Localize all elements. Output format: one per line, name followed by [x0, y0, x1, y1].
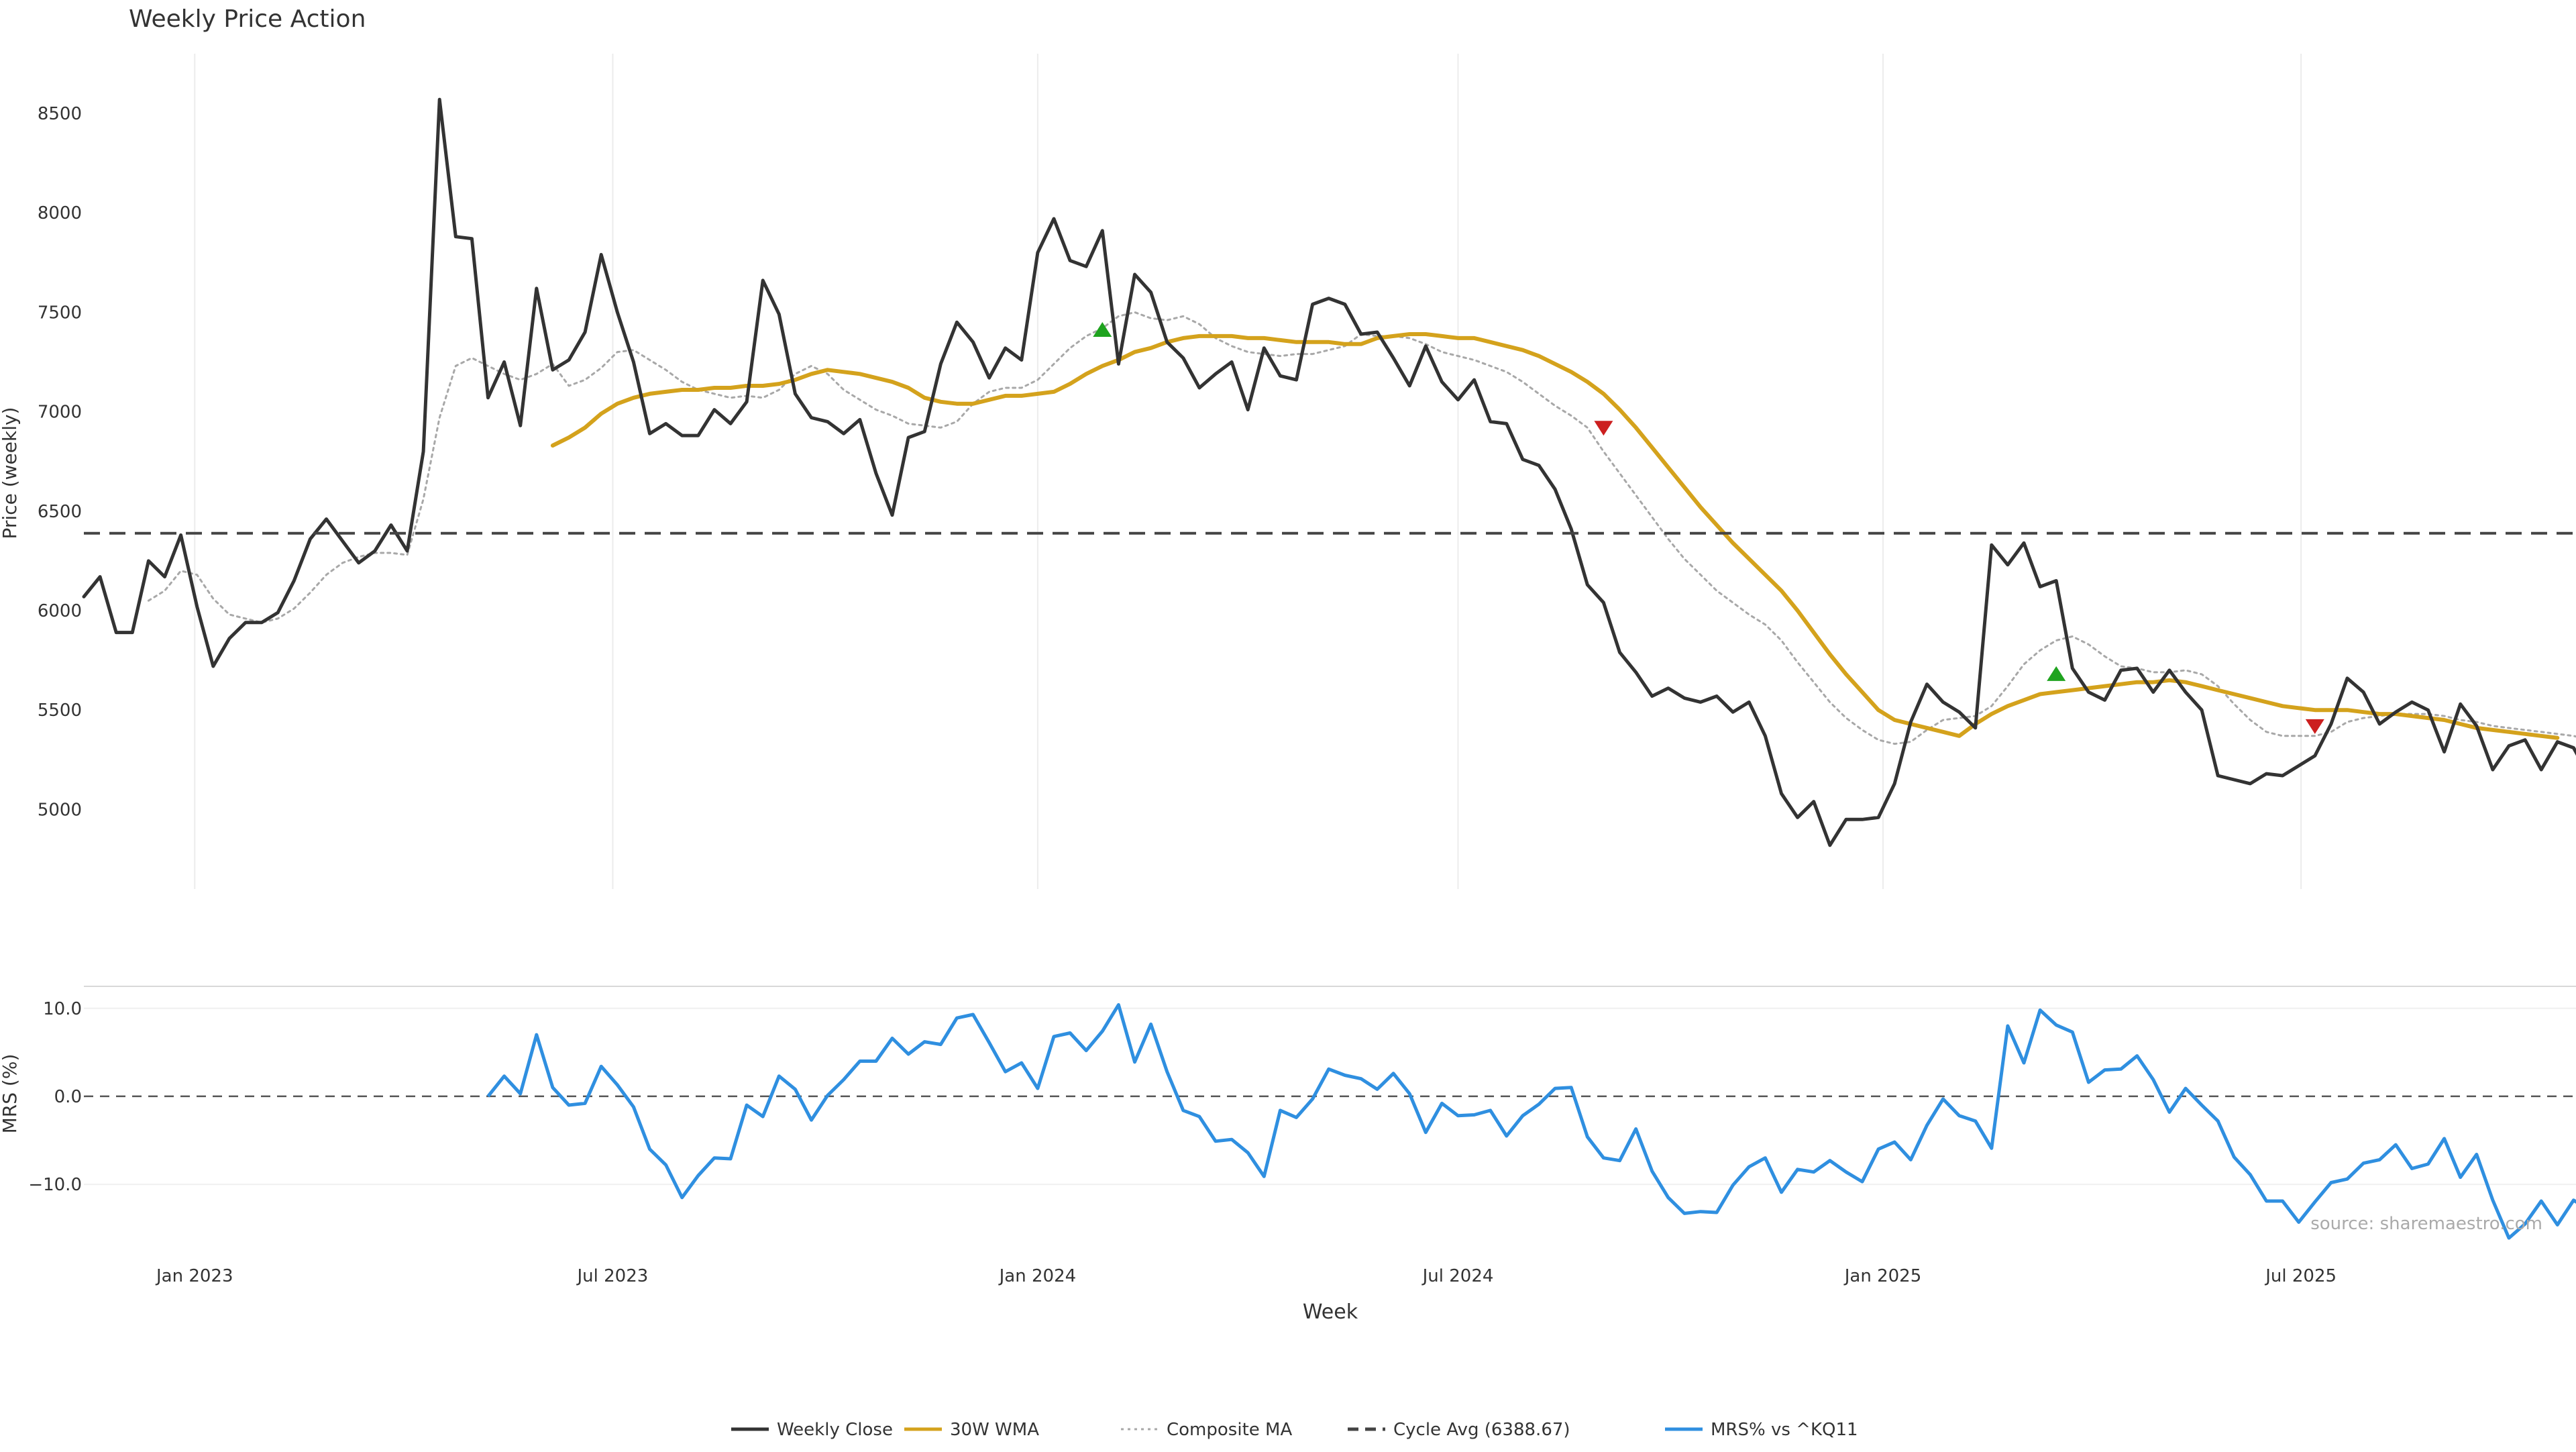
legend-label: Composite MA	[1167, 1420, 1292, 1440]
source-text: source: sharemaestro.com	[2310, 1214, 2542, 1234]
sell-signal-marker	[1594, 421, 1613, 435]
mrs-series-group	[488, 1005, 2576, 1253]
price-y-axis-label: Price (weekly)	[0, 407, 21, 539]
buy-signal-marker	[2047, 666, 2065, 681]
series-composite-ma	[148, 312, 2576, 743]
price-y-tick-label: 7000	[38, 403, 82, 423]
x-tick-label: Jul 2025	[2264, 1266, 2337, 1286]
legend-label: Cycle Avg (6388.67)	[1393, 1420, 1570, 1440]
price-y-tick-label: 8500	[38, 104, 82, 124]
price-y-tick-label: 5000	[38, 800, 82, 820]
legend-label: MRS% vs ^KQ11	[1711, 1420, 1858, 1440]
price-y-tick-labels: 5000 5500 6000 6500 7000 7500 8000 8500	[38, 104, 82, 821]
mrs-grid	[84, 986, 2576, 1184]
x-tick-label: Jan 2023	[155, 1266, 233, 1286]
x-tick-labels: Jan 2023 Jul 2023 Jan 2024 Jul 2024 Jan 2025…	[155, 1266, 2337, 1286]
price-y-tick-label: 6000	[38, 601, 82, 621]
price-y-tick-label: 5500	[38, 701, 82, 721]
x-tick-label: Jan 2024	[998, 1266, 1077, 1286]
mrs-y-tick-label: 10.0	[43, 999, 82, 1019]
price-y-tick-label: 6500	[38, 502, 82, 522]
x-axis-label: Week	[1303, 1300, 1358, 1324]
price-grid	[195, 54, 2301, 889]
chart-title: Weekly Price Action	[129, 5, 366, 33]
legend: Weekly Close 30W WMA Composite MA Cycle Avg…	[731, 1420, 1858, 1440]
mrs-y-tick-label: 0.0	[54, 1087, 82, 1107]
buy-signal-marker	[1093, 322, 1112, 337]
mrs-y-tick-label: −10.0	[28, 1175, 82, 1195]
sell-signal-marker	[2306, 719, 2324, 734]
series-weekly-close	[84, 99, 2576, 845]
price-y-tick-label: 8000	[38, 203, 82, 223]
x-tick-label: Jul 2024	[1421, 1266, 1494, 1286]
series-mrs-line	[488, 1005, 2576, 1253]
price-y-tick-label: 7500	[38, 303, 82, 323]
legend-label: Weekly Close	[777, 1420, 893, 1440]
price-series-group	[84, 99, 2576, 845]
x-tick-label: Jan 2025	[1843, 1266, 1922, 1286]
mrs-y-tick-labels: 10.0 0.0 −10.0	[28, 999, 82, 1195]
x-tick-label: Jul 2023	[576, 1266, 649, 1286]
mrs-y-axis-label: MRS (%)	[0, 1054, 21, 1134]
legend-label: 30W WMA	[950, 1420, 1039, 1440]
